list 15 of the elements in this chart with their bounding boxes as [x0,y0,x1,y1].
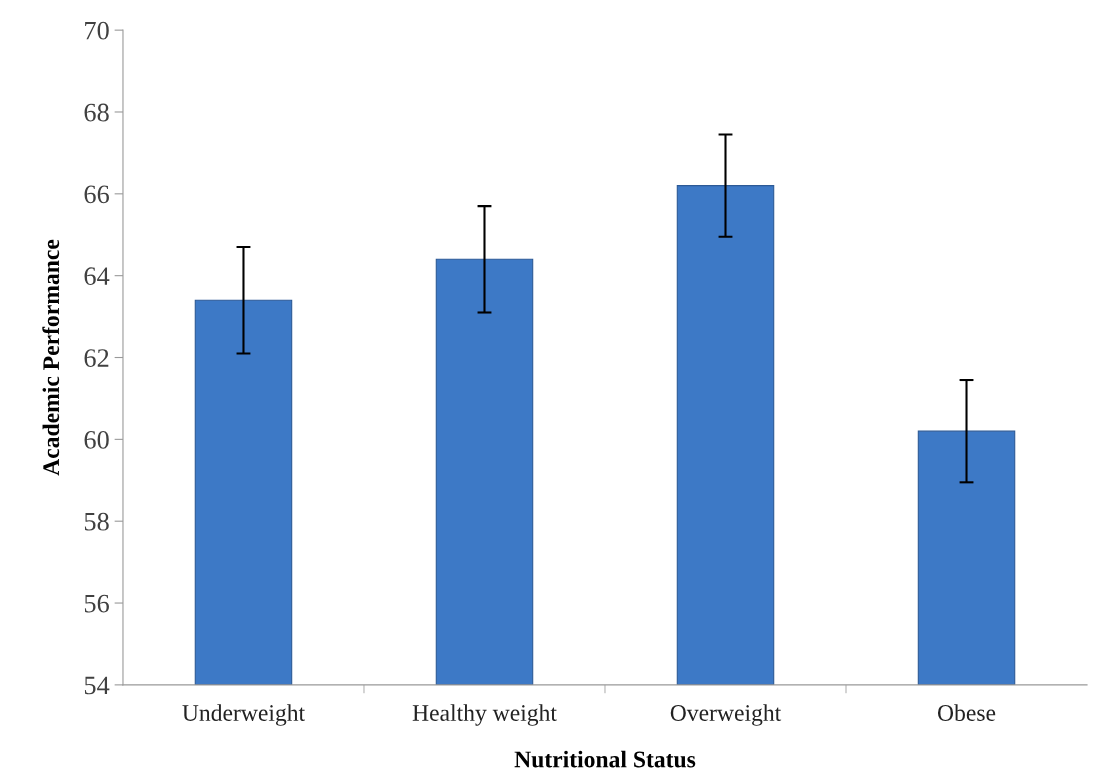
x-axis-title: Nutritional Status [514,750,696,768]
y-tick-label: 58 [84,512,109,531]
y-tick-label: 60 [84,430,109,449]
x-tick-label: Overweight [670,704,782,726]
y-tick-label: 70 [85,21,109,40]
y-tick-label: 62 [84,349,109,367]
y-tick-label: 64 [84,267,110,286]
y-axis-title: Academic Performance [42,239,60,476]
y-tick-label: 56 [84,594,109,613]
x-tick-label: Underweight [182,704,305,726]
y-tick-label: 68 [84,103,109,122]
x-tick-label: Healthy weight [412,704,557,726]
x-tick-label: Obese [937,704,996,721]
y-tick-label: 66 [84,185,109,204]
y-tick-label: 54 [84,676,110,695]
